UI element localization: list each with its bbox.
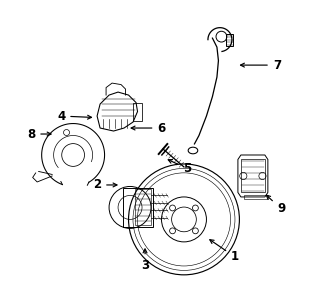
Text: 8: 8 (27, 128, 51, 141)
Text: 7: 7 (240, 59, 281, 72)
Text: 6: 6 (131, 122, 165, 135)
Text: 9: 9 (266, 195, 286, 216)
Text: 1: 1 (210, 240, 239, 263)
Text: 3: 3 (141, 249, 149, 272)
Text: 5: 5 (168, 160, 191, 175)
Text: 4: 4 (57, 110, 91, 123)
Text: 2: 2 (93, 178, 117, 191)
